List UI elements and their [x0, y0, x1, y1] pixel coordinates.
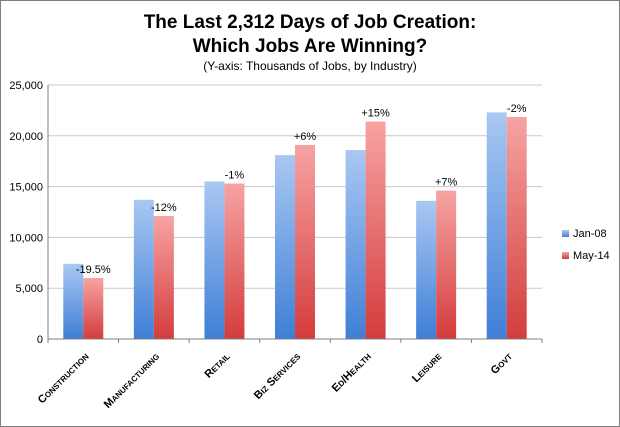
bar-may-14	[83, 278, 104, 339]
bar-may-14	[224, 183, 245, 339]
x-category-label: Retail	[203, 351, 233, 381]
y-tick-label: 25,000	[9, 80, 43, 92]
x-category-label: Govt	[489, 351, 515, 377]
change-data-label: -1%	[225, 170, 245, 182]
legend-label: Jan-08	[573, 228, 607, 240]
bar-jan-08	[204, 181, 225, 339]
chart-subtitle: (Y-axis: Thousands of Jobs, by Industry)	[203, 59, 417, 73]
bar-may-14	[436, 190, 457, 339]
x-category-label: Leisure	[410, 350, 445, 385]
bar-jan-08	[133, 199, 154, 339]
x-category-label: Construction	[36, 350, 92, 406]
change-data-label: -2%	[507, 103, 527, 115]
bar-jan-08	[345, 150, 366, 339]
bar-may-14	[153, 216, 174, 339]
change-data-label: +7%	[435, 177, 458, 189]
change-data-label: +15%	[361, 108, 390, 120]
chart-title-line1: The Last 2,312 Days of Job Creation:	[143, 12, 477, 33]
legend-label: May-14	[573, 250, 610, 262]
x-category-label: Manufacturing	[102, 351, 162, 411]
chart-title-line2: Which Jobs Are Winning?	[192, 36, 428, 57]
x-category-label: Biz Services	[252, 350, 304, 402]
legend-swatch-jan-08	[562, 230, 569, 237]
bar-may-14	[365, 121, 386, 340]
change-data-label: +6%	[294, 131, 317, 143]
bar-may-14	[295, 144, 315, 339]
y-tick-label: 5,000	[15, 283, 43, 295]
y-tick-label: 10,000	[9, 232, 43, 244]
y-tick-label: 0	[37, 334, 43, 346]
change-data-label: -12%	[151, 202, 177, 214]
bar-jan-08	[486, 112, 507, 339]
bar-jan-08	[275, 155, 295, 339]
bar-jan-08	[63, 263, 84, 339]
legend-swatch-may-14	[562, 252, 569, 259]
bar-may-14	[506, 117, 527, 339]
y-tick-label: 20,000	[9, 131, 43, 143]
bar-jan-08	[416, 200, 437, 339]
legend: Jan-08 May-14	[562, 228, 610, 262]
y-tick-label: 15,000	[9, 182, 43, 194]
x-category-label: Ed/Health	[330, 350, 374, 394]
change-data-label: -19.5%	[76, 264, 111, 276]
